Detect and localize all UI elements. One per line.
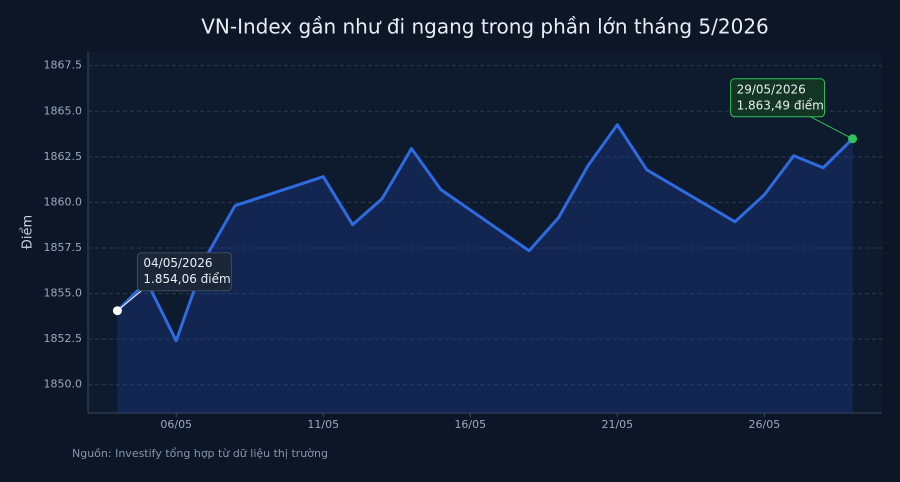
chart-title: VN-Index gần như đi ngang trong phần lớn… xyxy=(201,15,769,39)
annotation-text: 04/05/2026 xyxy=(143,256,212,270)
y-axis-label: Điểm xyxy=(21,215,36,249)
annotation-box xyxy=(730,78,826,118)
y-tick-label: 1860.0 xyxy=(44,195,83,208)
x-tick-label: 26/05 xyxy=(749,418,781,431)
x-tick-label: 06/05 xyxy=(160,418,192,431)
x-tick-label: 21/05 xyxy=(601,418,633,431)
y-tick-label: 1857.5 xyxy=(44,241,83,254)
point-marker xyxy=(112,306,122,316)
annotation-box xyxy=(136,252,232,292)
y-tick-label: 1862.5 xyxy=(44,150,83,163)
point-marker xyxy=(848,134,858,144)
y-tick-label: 1850.0 xyxy=(44,378,83,391)
annotation: 29/05/2026 1.863,49 điểm xyxy=(730,78,858,144)
y-tick-label: 1855.0 xyxy=(44,287,83,300)
source-note: Nguồn: Investify tổng hợp từ dữ liệu thị… xyxy=(72,447,328,460)
y-tick-label: 1852.5 xyxy=(44,332,83,345)
y-tick-label: 1867.5 xyxy=(44,59,83,72)
area-fill xyxy=(117,124,853,413)
annotation-text: 1.863,49 điểm xyxy=(737,98,824,112)
annotation: 04/05/2026 1.854,06 điểm xyxy=(112,252,232,316)
annotation-text: 29/05/2026 xyxy=(737,82,806,96)
annotation-connector xyxy=(117,290,142,312)
annotation-connector xyxy=(810,116,853,140)
y-tick-label: 1865.0 xyxy=(44,104,83,117)
annotation-text: 1.854,06 điểm xyxy=(143,272,230,286)
line xyxy=(116,123,854,343)
x-tick-label: 16/05 xyxy=(454,418,486,431)
x-tick-label: 11/05 xyxy=(307,418,339,431)
